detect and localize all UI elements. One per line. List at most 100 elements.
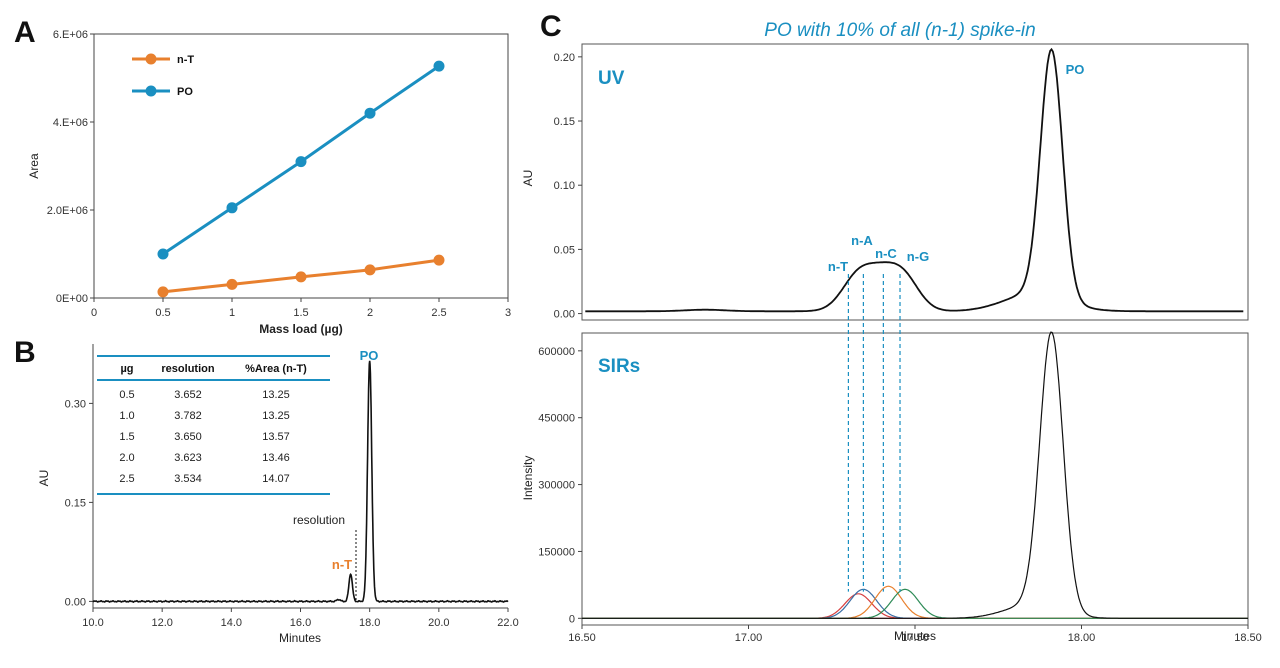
table-cell: 13.46 — [262, 452, 290, 464]
sirs-trace-po — [582, 331, 1248, 619]
panel-b: B 10.0 12.0 14.0 16.0 18.0 20.0 22.0 0.00 0.15 0.… — [14, 336, 519, 645]
point-n-t — [295, 271, 307, 283]
uv-frame — [581, 43, 1249, 321]
b-ytick-label: 0.00 — [65, 596, 86, 608]
sirs-ytick-label: 300000 — [538, 480, 575, 492]
table-cell: 13.57 — [262, 431, 290, 443]
uv-ytick-label: 0.05 — [554, 244, 575, 256]
panel-a-xlabel: Mass load (µg) — [259, 322, 343, 336]
sirs-ytick-label: 450000 — [538, 413, 575, 425]
panel-c-xlabel: Minutes — [894, 629, 936, 643]
point-n-t — [226, 278, 238, 290]
panel-label-c: C — [540, 10, 562, 43]
c-xtick-label: 17.00 — [735, 632, 763, 644]
b-chromatogram-trace — [92, 360, 509, 604]
a-xtick-label: 1 — [229, 307, 235, 319]
b-ytick-label: 0.15 — [65, 497, 86, 509]
a-xtick-label: 0.5 — [155, 307, 170, 319]
a-xtick-label: 0 — [91, 307, 97, 319]
c-xtick-label: 17.50 — [901, 632, 929, 644]
sirs-trace-n-c — [582, 585, 1248, 619]
table-cell: 13.25 — [262, 410, 290, 422]
sirs-ytick-label: 0 — [569, 613, 575, 625]
table-cell: 0.5 — [119, 389, 134, 401]
panel-c: C PO with 10% of all (n-1) spike-in UV S… — [521, 10, 1262, 644]
b-xtick-label: 20.0 — [428, 617, 449, 629]
b-xtick-label: 14.0 — [221, 617, 242, 629]
b-xtick-label: 10.0 — [82, 617, 103, 629]
point-n-t — [157, 286, 169, 298]
a-ytick-label: 6.E+06 — [53, 29, 88, 41]
uv-ytick-label: 0.20 — [554, 52, 575, 64]
c-xtick-label: 18.50 — [1234, 632, 1262, 644]
c-xtick-label: 18.00 — [1068, 632, 1096, 644]
b-xtick-label: 18.0 — [359, 617, 380, 629]
sirs-ylabel: Intensity — [521, 456, 535, 501]
b-xtick-label: 22.0 — [497, 617, 518, 629]
panel-b-xlabel: Minutes — [279, 631, 321, 645]
uv-trace — [585, 47, 1244, 313]
a-ytick-label: 0E+00 — [56, 293, 88, 305]
point-po — [226, 202, 238, 214]
uv-peak-label-n-c: n-C — [875, 246, 897, 261]
uv-ytick-label: 0.15 — [554, 116, 575, 128]
point-po — [295, 156, 307, 168]
table-header-ug: µg — [120, 363, 133, 375]
a-ytick-label: 4.E+06 — [53, 117, 88, 129]
uv-peak-label-n-g: n-G — [907, 249, 929, 264]
uv-peak-label-n-t: n-T — [828, 259, 848, 274]
legend-marker-n-t — [145, 53, 157, 65]
panel-label-a: A — [14, 16, 36, 49]
table-cell: 1.5 — [119, 431, 134, 443]
peak-label-n-t: n-T — [332, 557, 352, 572]
table-header-area: %Area (n-T) — [245, 363, 307, 375]
table-header-resolution: resolution — [161, 363, 214, 375]
table-cell: 3.652 — [174, 389, 202, 401]
table-cell: 1.0 — [119, 410, 134, 422]
point-n-t — [364, 264, 376, 276]
a-xtick-label: 2 — [367, 307, 373, 319]
b-xtick-label: 16.0 — [290, 617, 311, 629]
b-ytick-label: 0.30 — [65, 398, 86, 410]
uv-peak-label-po: PO — [1066, 62, 1085, 77]
uv-peak-label-n-a: n-A — [851, 233, 873, 248]
panel-a: A 0 0.5 1 1.5 2 2.5 30E+002.0E+064.E+066.E+06 … — [14, 16, 511, 336]
table-cell: 14.07 — [262, 473, 290, 485]
a-ytick-label: 2.0E+06 — [47, 205, 88, 217]
peak-label-po: PO — [360, 348, 379, 363]
table-cell: 3.623 — [174, 452, 202, 464]
table-cell: 3.650 — [174, 431, 202, 443]
panel-c-title: PO with 10% of all (n-1) spike-in — [764, 20, 1035, 41]
sirs-frame — [581, 332, 1249, 626]
panel-a-ylabel: Area — [27, 153, 41, 179]
c-xtick-label: 16.50 — [568, 632, 596, 644]
uv-label: UV — [598, 68, 625, 89]
panel-b-ylabel: AU — [37, 470, 51, 487]
resolution-annotation: resolution — [293, 513, 345, 527]
table-cell: 13.25 — [262, 389, 290, 401]
table-cell: 3.534 — [174, 473, 202, 485]
legend-label-po: PO — [177, 86, 193, 98]
sirs-ytick-label: 600000 — [538, 346, 575, 358]
b-xtick-label: 12.0 — [151, 617, 172, 629]
panel-a-legend: n-T PO — [132, 53, 194, 98]
point-po — [364, 107, 376, 119]
sirs-ytick-label: 150000 — [538, 546, 575, 558]
sirs-label: SIRs — [598, 356, 640, 377]
resolution-table: µg resolution %Area (n-T) 0.5 3.652 13.25 1… — [97, 355, 330, 495]
panel-label-b: B — [14, 336, 36, 369]
point-po — [157, 248, 169, 260]
uv-ytick-label: 0.00 — [554, 309, 575, 321]
uv-ytick-label: 0.10 — [554, 180, 575, 192]
a-xtick-label: 2.5 — [431, 307, 446, 319]
a-xtick-label: 3 — [505, 307, 511, 319]
table-cell: 2.0 — [119, 452, 134, 464]
legend-marker-po — [145, 85, 157, 97]
legend-label-n-t: n-T — [177, 54, 194, 66]
point-n-t — [433, 254, 445, 266]
uv-ylabel: AU — [521, 170, 535, 187]
table-cell: 2.5 — [119, 473, 134, 485]
table-cell: 3.782 — [174, 410, 202, 422]
point-po — [433, 60, 445, 72]
